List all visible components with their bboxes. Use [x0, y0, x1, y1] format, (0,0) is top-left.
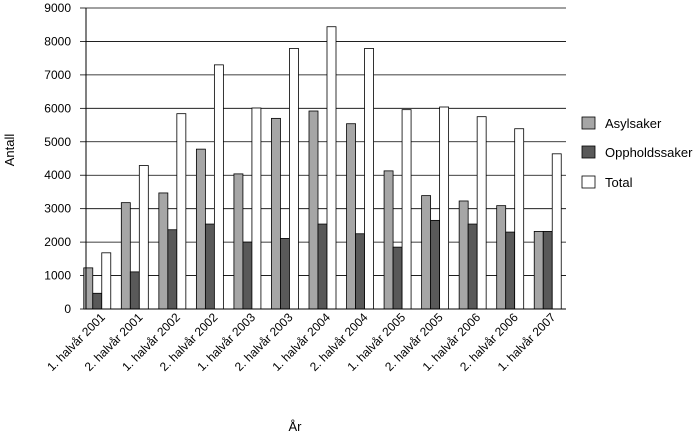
legend-label: Total — [605, 175, 633, 190]
x-axis-title: År — [289, 419, 303, 434]
y-tick-label: 3000 — [44, 202, 71, 216]
bar-oppholdssaker — [167, 229, 178, 310]
bar-asylsaker — [158, 192, 169, 310]
y-axis-title: Antall — [2, 134, 17, 167]
bars — [83, 26, 562, 310]
bar-total — [289, 48, 299, 310]
bar-total — [213, 64, 224, 310]
legend-label: Oppholdssaker — [605, 145, 693, 160]
bar-total — [251, 107, 262, 310]
bar-asylsaker — [233, 173, 244, 310]
bar-oppholdssaker — [505, 231, 516, 310]
bar-total — [476, 116, 487, 310]
bar-asylsaker — [421, 195, 432, 310]
bar-oppholdssaker — [204, 223, 215, 310]
bar-total — [401, 109, 412, 310]
bar-asylsaker — [346, 123, 356, 310]
y-tick-label: 7000 — [44, 68, 71, 82]
bar-oppholdssaker — [129, 271, 140, 310]
bar-asylsaker — [533, 231, 544, 310]
bar-total — [326, 26, 337, 310]
legend-swatch — [581, 145, 596, 159]
legend-label: Asylsaker — [605, 116, 662, 131]
y-tick-label: 0 — [64, 302, 71, 316]
bar-total — [176, 113, 187, 310]
axes — [85, 8, 566, 310]
bar-total — [514, 128, 525, 310]
bar-oppholdssaker — [280, 238, 290, 310]
y-tick-label: 9000 — [44, 1, 71, 15]
legend-swatch — [581, 116, 596, 130]
y-tick-label: 1000 — [44, 269, 71, 283]
bar-oppholdssaker — [392, 246, 403, 310]
y-tick-label: 5000 — [44, 135, 71, 149]
bar-oppholdssaker — [242, 241, 253, 310]
bar-total — [439, 106, 450, 310]
bar-total — [364, 48, 374, 310]
bar-oppholdssaker — [430, 219, 441, 310]
legend-swatch — [581, 175, 596, 189]
bar-oppholdssaker — [317, 223, 328, 310]
bar-oppholdssaker — [542, 231, 553, 310]
bar-oppholdssaker — [355, 233, 365, 310]
y-tick-label: 6000 — [44, 101, 71, 115]
bar-oppholdssaker — [92, 292, 103, 310]
y-tick-labels: 0 1000 2000 3000 4000 5000 6000 7000 8000 9000 — [44, 1, 71, 316]
y-tick-label: 8000 — [44, 34, 71, 48]
bar-total — [138, 165, 149, 310]
legend: Asylsaker Oppholdssaker Total — [581, 116, 693, 190]
bar-total — [551, 153, 562, 310]
bar-asylsaker — [271, 117, 281, 310]
bar-asylsaker — [458, 200, 469, 310]
bar-asylsaker — [383, 170, 394, 310]
bar-asylsaker — [83, 267, 94, 310]
bar-asylsaker — [120, 202, 131, 310]
bar-oppholdssaker — [467, 223, 478, 310]
bar-asylsaker — [496, 205, 507, 310]
bar-total — [101, 252, 112, 310]
y-tick-label: 2000 — [44, 235, 71, 249]
bar-asylsaker — [308, 110, 319, 310]
bar-asylsaker — [195, 148, 206, 310]
y-tick-label: 4000 — [44, 168, 71, 182]
